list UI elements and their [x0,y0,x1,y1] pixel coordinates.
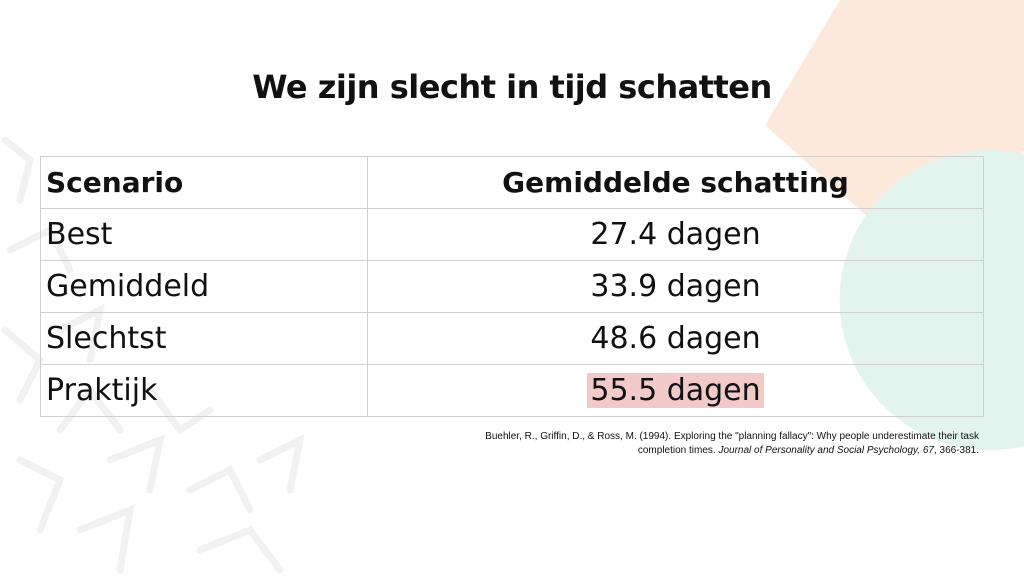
estimates-table: Scenario Gemiddelde schatting Best 27.4 … [40,156,984,417]
highlighted-estimate: 55.5 dagen [587,373,764,408]
scenario-cell: Slechtst [40,312,368,365]
citation-pages: , 366-381. [933,445,979,456]
estimate-cell: 33.9 dagen [367,260,984,313]
estimate-cell-highlighted: 55.5 dagen [367,364,984,417]
estimate-cell: 27.4 dagen [367,208,984,261]
table-header-row: Scenario Gemiddelde schatting [40,156,984,209]
citation-journal: Journal of Personality and Social Psycho… [718,445,934,456]
citation-text: Buehler, R., Griffin, D., & Ross, M. (19… [485,431,979,456]
table-row: Best 27.4 dagen [40,208,984,261]
scenario-cell: Best [40,208,368,261]
slide-title: We zijn slecht in tijd schatten [252,68,772,106]
citation: Buehler, R., Griffin, D., & Ross, M. (19… [459,430,979,458]
scenario-cell: Praktijk [40,364,368,417]
column-header-estimate: Gemiddelde schatting [367,156,984,209]
scenario-cell: Gemiddeld [40,260,368,313]
estimate-cell: 48.6 dagen [367,312,984,365]
table-row: Gemiddeld 33.9 dagen [40,260,984,313]
column-header-scenario: Scenario [40,156,368,209]
table-row: Praktijk 55.5 dagen [40,364,984,417]
table-row: Slechtst 48.6 dagen [40,312,984,365]
